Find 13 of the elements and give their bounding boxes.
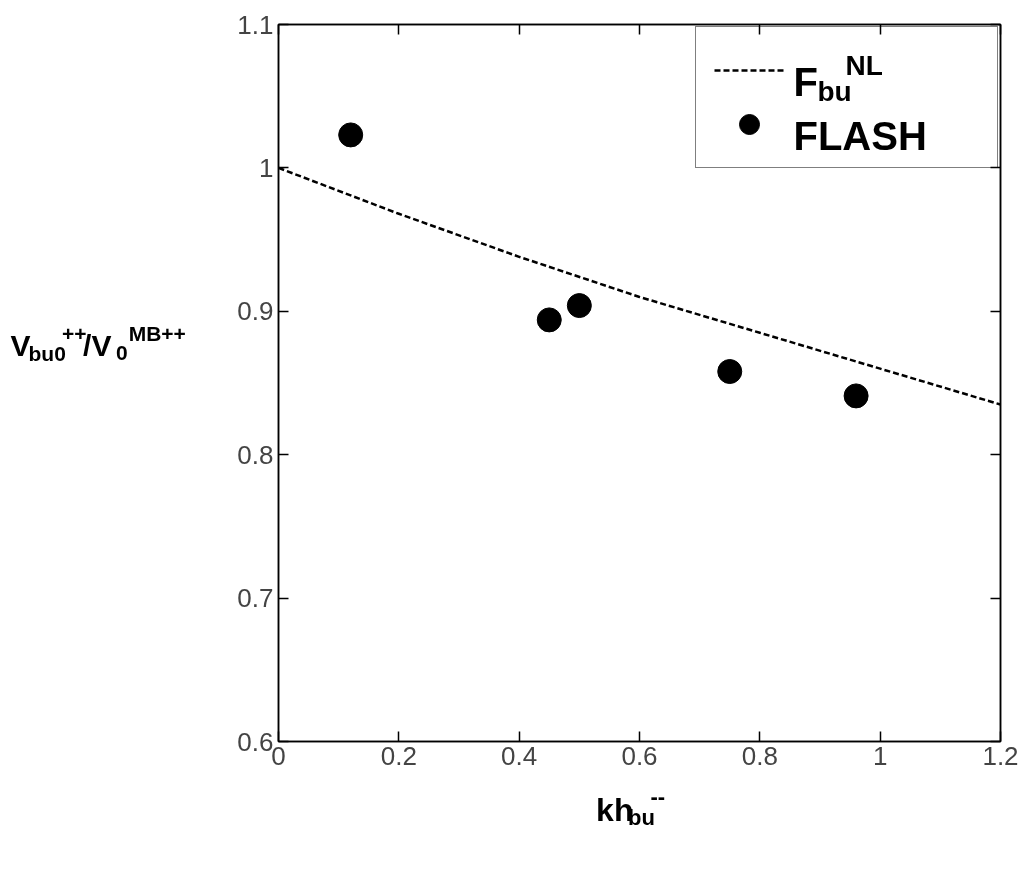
x-tick-label: 1	[872, 740, 888, 771]
x-tick-label: 0.6	[621, 740, 658, 771]
x-tick-label: 0.8	[741, 740, 778, 771]
y-tick-label: 0.8	[237, 439, 274, 470]
x-tick-label: 0.4	[501, 740, 538, 771]
x-tick-label: 0.2	[380, 740, 417, 771]
x-tick-label: 0	[271, 740, 286, 771]
y-tick-label: 0.7	[237, 583, 274, 614]
y-tick-label: 1.1	[237, 9, 274, 40]
legend-label: FLASH	[793, 113, 927, 158]
y-tick-label: 0.9	[237, 296, 274, 327]
y-tick-label: 1	[259, 152, 274, 183]
x-tick-label: 1.2	[982, 740, 1019, 771]
